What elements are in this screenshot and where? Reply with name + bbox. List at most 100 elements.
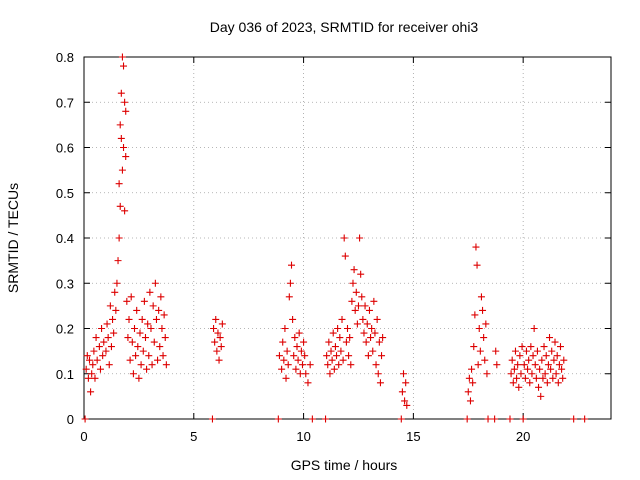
data-point bbox=[347, 361, 355, 369]
data-point bbox=[539, 374, 547, 382]
data-point bbox=[474, 361, 482, 369]
data-point bbox=[285, 293, 293, 301]
data-point bbox=[558, 365, 566, 373]
data-point bbox=[329, 329, 337, 337]
y-tick-label: 0.7 bbox=[56, 95, 74, 110]
data-point bbox=[338, 315, 346, 323]
data-point bbox=[132, 352, 140, 360]
data-point bbox=[356, 234, 364, 242]
data-point bbox=[526, 379, 534, 387]
data-point bbox=[102, 347, 110, 355]
data-point bbox=[491, 415, 499, 423]
data-point bbox=[292, 365, 300, 373]
data-point bbox=[543, 379, 551, 387]
data-point bbox=[152, 315, 160, 323]
data-point bbox=[548, 347, 556, 355]
data-point bbox=[346, 334, 354, 342]
data-point bbox=[353, 320, 361, 328]
data-point bbox=[212, 315, 220, 323]
axis-ticks: 0 0.1 0.2 0.3 0.4 0.5 0.6 0.7 0.8 0 5 10 15 20 bbox=[56, 50, 611, 444]
data-point bbox=[133, 306, 141, 314]
data-point bbox=[286, 279, 294, 287]
data-point bbox=[336, 334, 344, 342]
data-point bbox=[291, 334, 299, 342]
data-point bbox=[397, 415, 405, 423]
data-point bbox=[290, 352, 298, 360]
data-point bbox=[402, 379, 410, 387]
data-point bbox=[82, 365, 90, 373]
data-point bbox=[337, 347, 345, 355]
data-point bbox=[113, 279, 121, 287]
data-point bbox=[308, 415, 316, 423]
data-point bbox=[371, 329, 379, 337]
data-point bbox=[282, 374, 290, 382]
data-point bbox=[328, 356, 336, 364]
data-point bbox=[552, 370, 560, 378]
data-point bbox=[477, 293, 485, 301]
data-point bbox=[134, 343, 142, 351]
data-point bbox=[210, 325, 218, 332]
data-point bbox=[330, 365, 338, 373]
data-point bbox=[84, 374, 92, 382]
data-point bbox=[129, 370, 137, 378]
data-point bbox=[340, 234, 348, 242]
data-point bbox=[513, 374, 521, 382]
data-point bbox=[547, 365, 555, 373]
data-point bbox=[301, 352, 309, 360]
data-point bbox=[372, 361, 380, 369]
data-points bbox=[81, 53, 589, 423]
data-point bbox=[298, 361, 306, 369]
data-point bbox=[115, 234, 123, 242]
data-point bbox=[553, 352, 561, 360]
y-tick-label: 0.3 bbox=[56, 276, 74, 291]
data-point bbox=[162, 361, 170, 369]
data-point bbox=[484, 415, 492, 423]
data-point bbox=[492, 347, 500, 355]
data-point bbox=[90, 347, 98, 355]
data-point bbox=[91, 374, 99, 382]
data-point bbox=[364, 352, 372, 360]
data-point bbox=[127, 293, 135, 301]
data-point bbox=[471, 311, 479, 319]
data-point bbox=[279, 338, 287, 346]
data-point bbox=[112, 306, 120, 314]
data-point bbox=[98, 325, 106, 332]
data-point bbox=[103, 320, 111, 328]
data-point bbox=[138, 315, 146, 323]
data-point bbox=[145, 352, 153, 360]
data-point bbox=[281, 325, 289, 332]
data-point bbox=[147, 325, 155, 332]
data-point bbox=[469, 379, 477, 387]
data-point bbox=[158, 325, 166, 332]
data-point bbox=[536, 365, 544, 373]
data-point bbox=[341, 252, 349, 260]
x-tick-label: 20 bbox=[516, 429, 530, 444]
data-point bbox=[128, 338, 136, 346]
data-point bbox=[216, 334, 224, 342]
data-point bbox=[156, 343, 164, 351]
data-point bbox=[509, 379, 517, 387]
data-point bbox=[88, 370, 96, 378]
y-tick-label: 0.5 bbox=[56, 186, 74, 201]
data-point bbox=[306, 361, 314, 369]
data-point bbox=[359, 315, 367, 323]
data-point bbox=[93, 356, 101, 364]
x-tick-label: 15 bbox=[406, 429, 420, 444]
data-point bbox=[105, 361, 113, 369]
data-point bbox=[365, 306, 373, 314]
data-point bbox=[525, 356, 533, 364]
data-point bbox=[159, 352, 167, 360]
data-point bbox=[118, 53, 126, 61]
data-point bbox=[137, 361, 145, 369]
data-point bbox=[403, 401, 411, 409]
data-point bbox=[533, 347, 541, 355]
data-point bbox=[327, 347, 335, 355]
data-point bbox=[354, 302, 362, 310]
data-point bbox=[100, 338, 108, 346]
data-point bbox=[325, 338, 333, 346]
data-point bbox=[136, 329, 144, 337]
data-point bbox=[493, 361, 501, 369]
x-tick-label: 10 bbox=[296, 429, 310, 444]
data-point bbox=[278, 365, 286, 373]
data-point bbox=[96, 365, 104, 373]
